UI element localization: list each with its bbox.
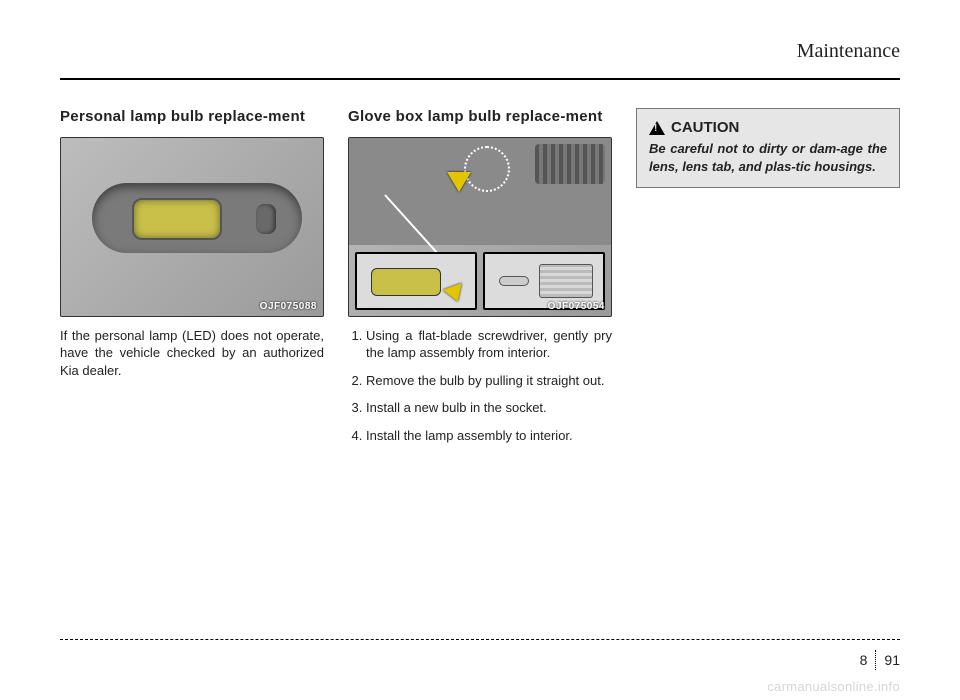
figure-knob-shape: [256, 204, 276, 234]
page-number-group: 8 91: [860, 650, 900, 670]
chapter-number: 8: [860, 652, 868, 668]
arrow-down-icon: [443, 283, 467, 305]
inset-bulb-shape: [499, 276, 529, 286]
page-number: 91: [884, 652, 900, 668]
section-title: Maintenance: [797, 40, 900, 63]
caution-label: CAUTION: [671, 119, 739, 136]
figure-code-label: OJF075054: [548, 301, 605, 312]
col1-heading: Personal lamp bulb replace-ment: [60, 108, 324, 127]
figure-personal-lamp: OJF075088: [60, 137, 324, 317]
inset-lamp-shape: [371, 268, 441, 296]
list-item: Remove the bulb by pulling it straight o…: [366, 372, 612, 390]
list-item: Using a flat-blade screwdriver, gently p…: [366, 327, 612, 362]
list-item: Install the lamp assembly to interior.: [366, 427, 612, 445]
watermark-text: carmanualsonline.info: [767, 679, 900, 694]
column-3: CAUTION Be careful not to dirty or dam-a…: [636, 108, 900, 454]
page-header: Maintenance: [60, 40, 900, 80]
col2-heading: Glove box lamp bulb replace-ment: [348, 108, 612, 127]
arrow-down-icon: [447, 172, 471, 192]
col2-steps-list: Using a flat-blade screwdriver, gently p…: [348, 327, 612, 445]
list-item: Install a new bulb in the socket.: [366, 399, 612, 417]
column-2: Glove box lamp bulb replace-ment: [348, 108, 612, 454]
figure-glove-box-lamp: OJF075054: [348, 137, 612, 317]
figure-code-label: OJF075088: [260, 301, 317, 312]
warning-triangle-icon: [649, 121, 665, 135]
figure-lamp-shape: [132, 198, 222, 240]
header-rule: [60, 78, 900, 80]
manual-page: Maintenance Personal lamp bulb replace-m…: [0, 0, 960, 700]
figure-vent-shape: [535, 144, 605, 184]
page-number-separator: [875, 650, 876, 670]
caution-box: CAUTION Be careful not to dirty or dam-a…: [636, 108, 900, 188]
content-columns: Personal lamp bulb replace-ment OJF07508…: [60, 108, 900, 454]
col1-body-text: If the personal lamp (LED) does not oper…: [60, 327, 324, 380]
caution-heading: CAUTION: [649, 119, 887, 136]
inset-housing-shape: [539, 264, 593, 298]
footer-rule: [60, 639, 900, 640]
caution-body-text: Be careful not to dirty or dam-age the l…: [649, 140, 887, 175]
figure-inset-lamp: [355, 252, 477, 310]
column-1: Personal lamp bulb replace-ment OJF07508…: [60, 108, 324, 454]
